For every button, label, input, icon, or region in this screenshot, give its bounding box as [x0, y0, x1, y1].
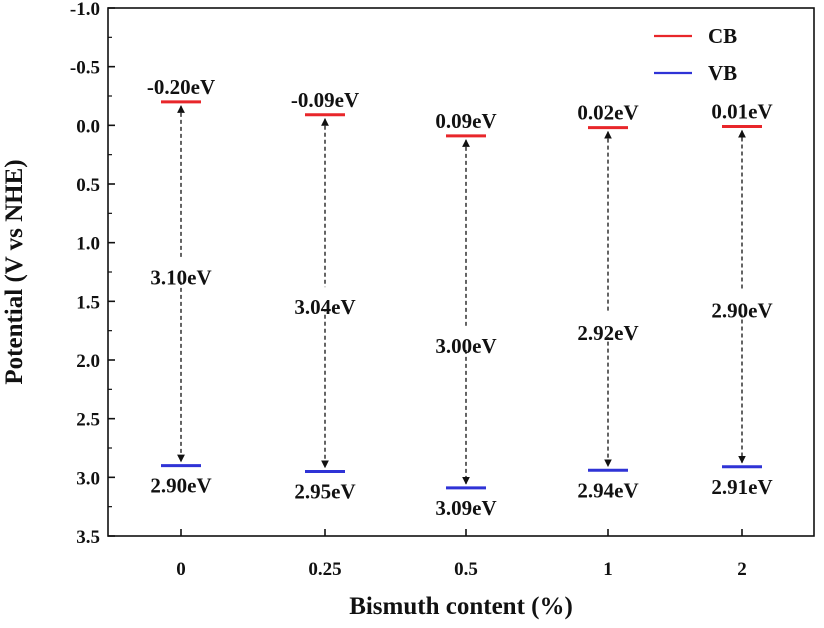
y-tick-label: 0.0: [76, 116, 100, 137]
x-tick-label: 2: [737, 559, 747, 580]
legend-label-cb: CB: [708, 24, 737, 48]
x-axis-title: Bismuth content (%): [349, 593, 573, 620]
band-gap-arrows: 3.10eV 3.04eV 3.00eV 2.92eV 2.90eV: [139, 105, 784, 485]
vb-value-label: 2.95eV: [294, 479, 355, 503]
y-tick-label: 3.0: [76, 468, 100, 489]
y-tick-label: 1.5: [76, 292, 100, 313]
band-gap-label-bg: [566, 312, 650, 337]
cb-series: -0.20eV -0.09eV 0.09eV 0.02eV 0.01eV: [147, 75, 773, 138]
y-tick-label: 2.5: [76, 410, 100, 431]
band-gap-label: 2.90eV: [711, 299, 772, 323]
cb-value-label: 0.02eV: [577, 101, 638, 125]
y-tick-label: 1.0: [76, 234, 100, 255]
band-gap-label-bg: [283, 287, 367, 312]
y-axis-title: Potential (V vs NHE): [1, 159, 28, 384]
y-axis: -1.0 -0.5 0.0 0.5 1.0 1.5 2.0 2.5 3.0 3.5: [70, 0, 115, 548]
cb-value-label: -0.09eV: [291, 88, 359, 112]
x-tick-label: 0.25: [308, 559, 341, 580]
cb-value-label: 0.09eV: [435, 109, 496, 133]
band-gap-label: 2.92eV: [577, 321, 638, 345]
band-gap-label-bg: [700, 290, 784, 315]
y-tick-label: 3.5: [76, 527, 100, 548]
y-tick-label: 0.5: [76, 175, 100, 196]
vb-value-label: 2.91eV: [711, 475, 772, 499]
cb-value-label: 0.01eV: [711, 100, 772, 124]
y-tick-label: 2.0: [76, 351, 100, 372]
vb-value-label: 2.90eV: [150, 474, 211, 498]
vb-value-label: 2.94eV: [577, 478, 638, 502]
x-tick-label: 0: [176, 559, 186, 580]
y-tick-label: -0.5: [70, 58, 100, 79]
x-tick-label: 1: [603, 559, 613, 580]
x-tick-label: 0.5: [454, 559, 478, 580]
band-gap-label-bg: [139, 257, 223, 282]
x-axis: 0 0.25 0.5 1 2: [176, 529, 747, 580]
cb-value-label: -0.20eV: [147, 75, 215, 99]
band-gap-label-bg: [424, 325, 508, 350]
band-gap-label: 3.10eV: [150, 266, 211, 290]
legend: CB VB: [654, 24, 737, 85]
vb-series: 2.90eV 2.95eV 3.09eV 2.94eV 2.91eV: [150, 464, 773, 520]
vb-value-label: 3.09eV: [435, 496, 496, 520]
band-gap-label: 3.04eV: [294, 295, 355, 319]
y-tick-label: -1.0: [70, 0, 100, 20]
legend-label-vb: VB: [708, 61, 737, 85]
band-gap-label: 3.00eV: [435, 334, 496, 358]
